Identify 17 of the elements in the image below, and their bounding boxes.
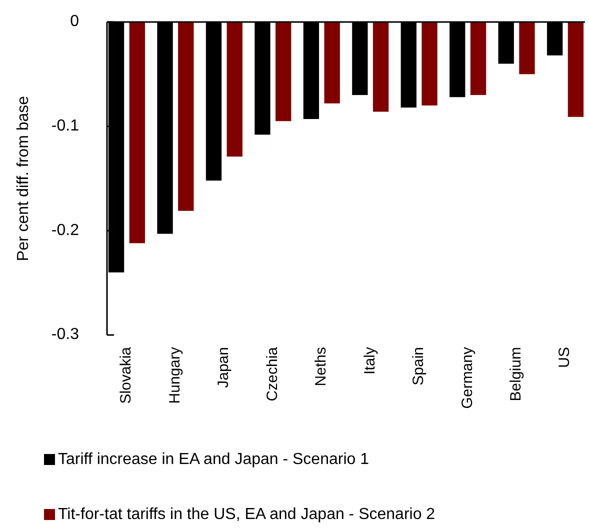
x-tick-label: US (556, 347, 574, 368)
y-tick-label: -0.1 (51, 118, 80, 135)
x-tick-label: Japan (215, 347, 232, 388)
x-tick-label: Slovakia (118, 346, 135, 404)
x-tick-label: Spain (410, 347, 428, 386)
x-tick-label: Hungary (166, 346, 184, 404)
x-tick-label: Germany (458, 346, 476, 409)
y-tick-label: -0.3 (51, 326, 80, 344)
y-axis-title: Per cent diff. from base (15, 96, 32, 262)
x-tick-label: Czechia (264, 346, 281, 402)
y-tick-label: 0 (70, 13, 80, 30)
y-tick-label: -0.2 (51, 222, 80, 239)
legend-label: Tariff increase in EA and Japan - Scenario 1 (58, 451, 370, 468)
x-tick-label: Neths (312, 347, 330, 386)
x-tick-label: Italy (361, 346, 378, 375)
legend-label: Tit-for-tat tariffs in the US, EA and Japan - Scenario 2 (58, 506, 436, 524)
x-tick-label: Belgium (508, 347, 525, 402)
